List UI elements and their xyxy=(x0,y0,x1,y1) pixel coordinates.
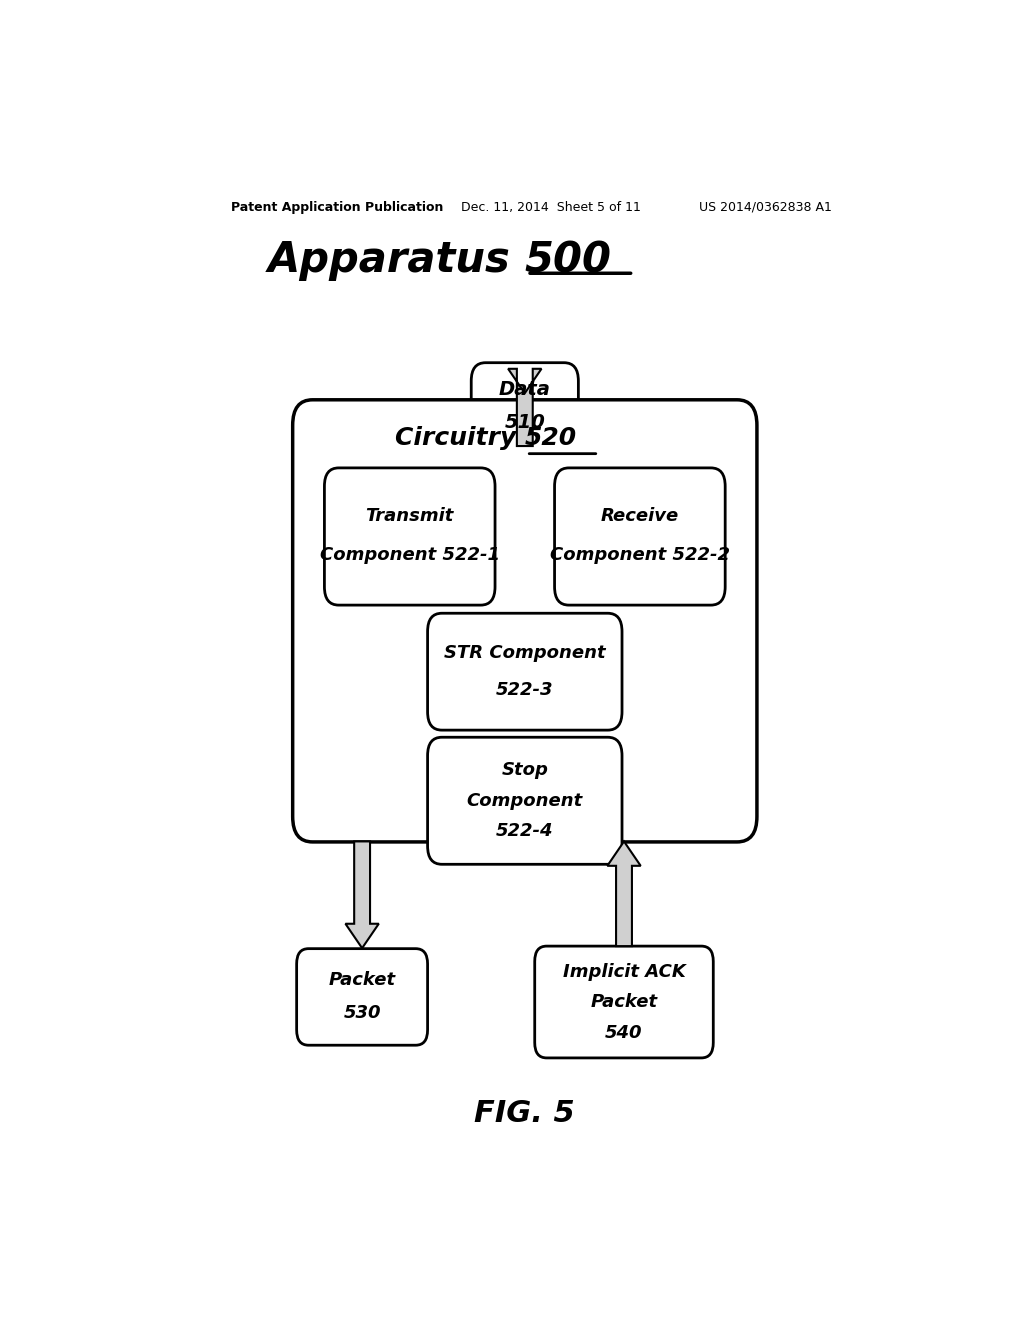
Polygon shape xyxy=(607,841,641,946)
Text: Circuitry: Circuitry xyxy=(395,426,524,450)
Text: Dec. 11, 2014  Sheet 5 of 11: Dec. 11, 2014 Sheet 5 of 11 xyxy=(461,201,641,214)
Text: Packet: Packet xyxy=(329,970,395,989)
FancyBboxPatch shape xyxy=(555,467,725,605)
FancyBboxPatch shape xyxy=(428,738,622,865)
Text: Component: Component xyxy=(467,792,583,809)
Text: STR Component: STR Component xyxy=(444,644,605,663)
FancyBboxPatch shape xyxy=(293,400,757,842)
Text: 522-3: 522-3 xyxy=(496,681,554,700)
Text: 500: 500 xyxy=(524,239,611,281)
Text: Component 522-1: Component 522-1 xyxy=(319,545,500,564)
Text: Data: Data xyxy=(499,380,551,399)
FancyBboxPatch shape xyxy=(297,949,428,1045)
Text: 510: 510 xyxy=(505,413,545,432)
Text: Patent Application Publication: Patent Application Publication xyxy=(231,201,443,214)
Text: FIG. 5: FIG. 5 xyxy=(474,1100,575,1129)
Text: Implicit ACK: Implicit ACK xyxy=(562,962,685,981)
Polygon shape xyxy=(508,368,542,446)
Text: Transmit: Transmit xyxy=(366,507,454,525)
Text: Receive: Receive xyxy=(601,507,679,525)
FancyBboxPatch shape xyxy=(428,614,622,730)
Text: 522-4: 522-4 xyxy=(496,822,554,841)
FancyBboxPatch shape xyxy=(471,363,579,446)
Text: Packet: Packet xyxy=(591,993,657,1011)
FancyBboxPatch shape xyxy=(325,467,495,605)
Text: 540: 540 xyxy=(605,1023,643,1041)
Text: Stop: Stop xyxy=(502,762,548,779)
Text: Apparatus: Apparatus xyxy=(267,239,524,281)
Polygon shape xyxy=(345,841,379,948)
Text: 520: 520 xyxy=(524,426,577,450)
Text: Component 522-2: Component 522-2 xyxy=(550,545,730,564)
Text: 530: 530 xyxy=(343,1005,381,1022)
Text: US 2014/0362838 A1: US 2014/0362838 A1 xyxy=(699,201,833,214)
FancyBboxPatch shape xyxy=(535,946,714,1057)
